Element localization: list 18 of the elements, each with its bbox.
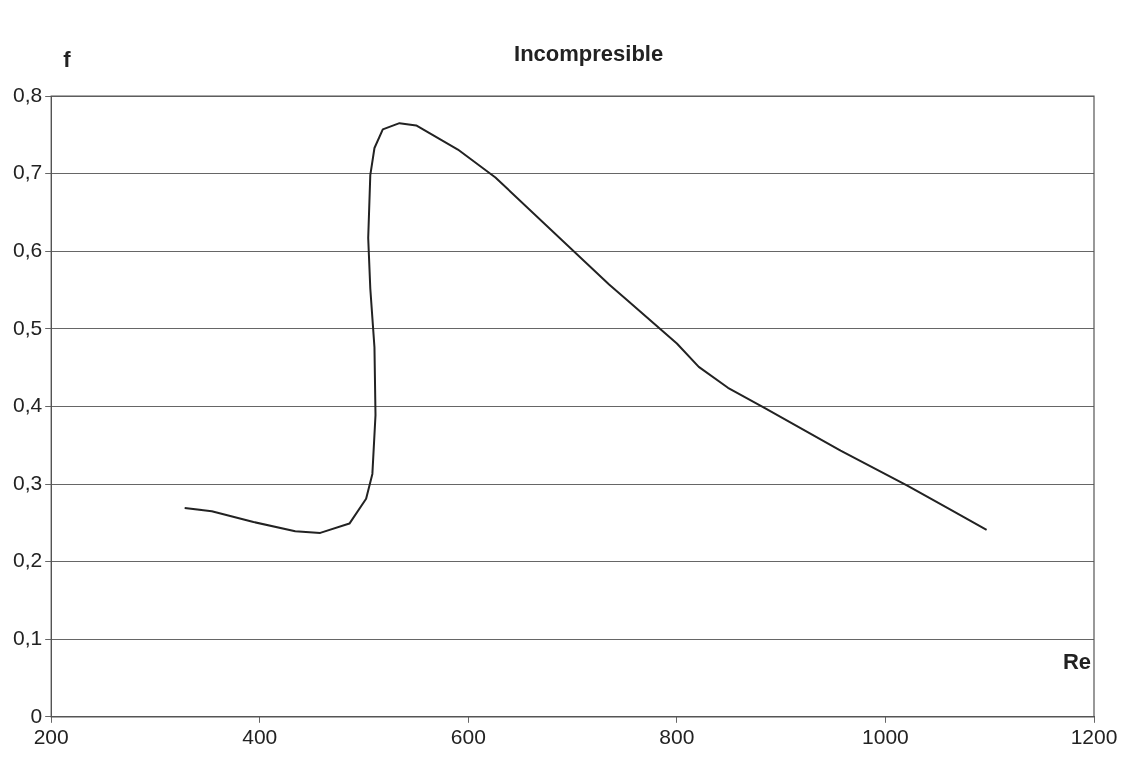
y-tick-label: 0 — [30, 703, 43, 727]
x-tick-label: 600 — [450, 725, 486, 749]
y-tick-label: 0,6 — [12, 238, 43, 261]
y-tick-label: 0,3 — [12, 470, 43, 494]
x-tick-label: 1000 — [862, 725, 909, 749]
y-tick-label: 0,7 — [12, 160, 43, 184]
x-tick-label: 800 — [659, 725, 695, 749]
y-tick-label: 0,1 — [12, 626, 43, 649]
y-tick-label: 0,4 — [12, 393, 43, 417]
x-tick-label: 400 — [242, 725, 278, 749]
x-tick-label: 200 — [33, 725, 69, 749]
x-tick-label: 1200 — [1070, 725, 1118, 749]
y-tick-label: 0,5 — [12, 315, 43, 339]
chart-title: Incompresible — [514, 41, 664, 67]
y-tick-label: 0,8 — [12, 82, 43, 106]
y-axis-title: f — [63, 47, 72, 73]
x-axis-title: Re — [1062, 649, 1091, 675]
y-tick-label: 0,2 — [12, 548, 43, 572]
